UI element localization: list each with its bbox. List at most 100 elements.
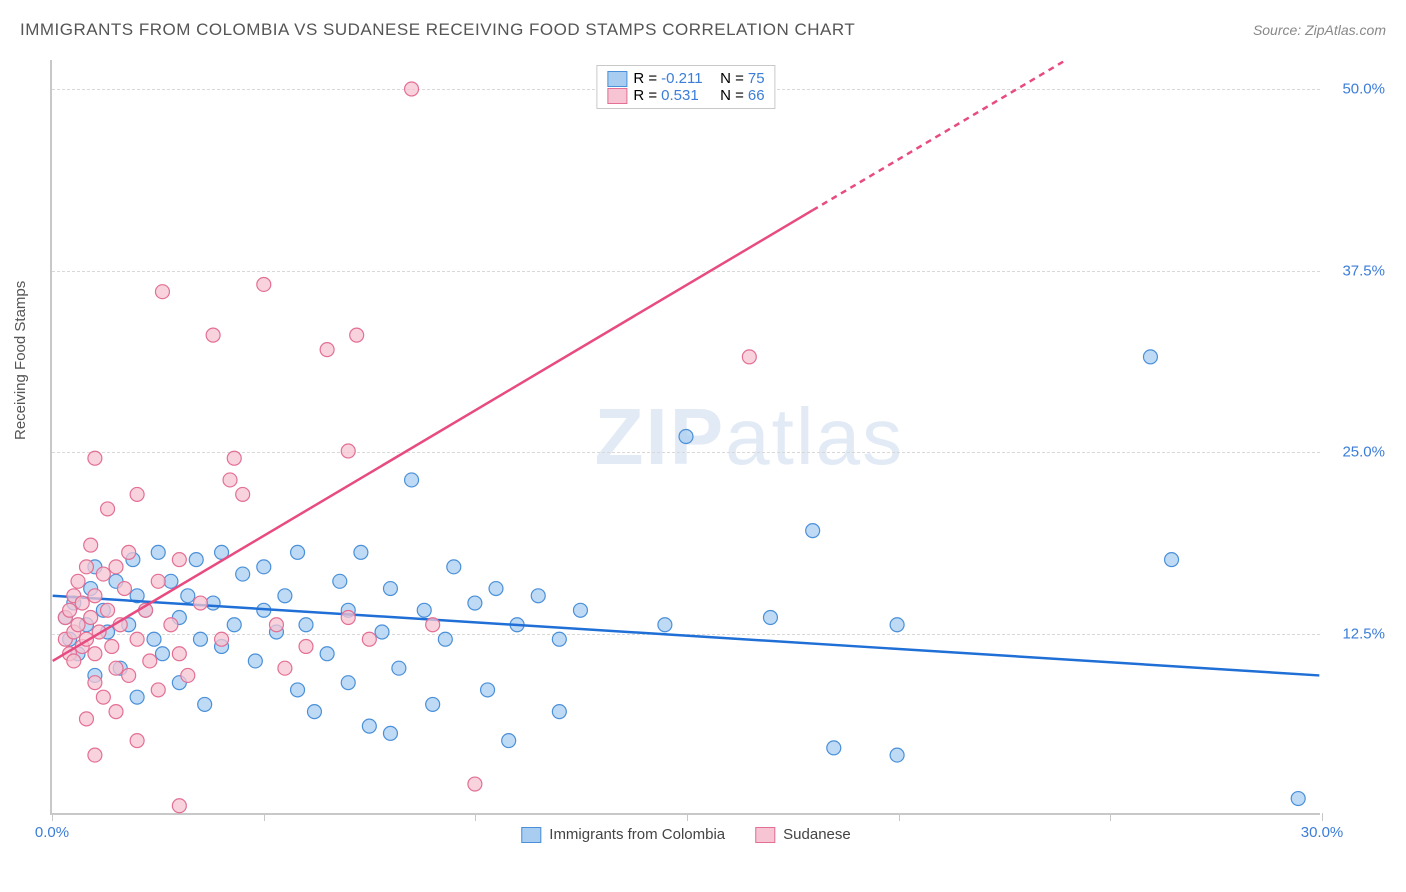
data-point-colombia [481,683,495,697]
data-point-colombia [181,589,195,603]
correlation-legend: R = -0.211 N = 75 R = 0.531 N = 66 [596,65,775,109]
data-point-sudanese [63,603,77,617]
data-point-colombia [299,618,313,632]
data-point-colombia [320,647,334,661]
data-point-sudanese [151,574,165,588]
data-point-sudanese [206,328,220,342]
y-tick-label: 37.5% [1342,262,1385,279]
data-point-colombia [291,545,305,559]
data-point-colombia [383,582,397,596]
data-point-sudanese [164,618,178,632]
data-point-colombia [763,611,777,625]
x-tick-label: 0.0% [35,824,69,841]
data-point-colombia [375,625,389,639]
data-point-colombia [890,748,904,762]
data-point-sudanese [227,451,241,465]
data-point-sudanese [88,451,102,465]
data-point-sudanese [79,712,93,726]
data-point-colombia [392,661,406,675]
n-label: N = [720,87,744,104]
data-point-colombia [438,632,452,646]
data-point-sudanese [122,545,136,559]
data-point-colombia [307,705,321,719]
x-tick [264,813,265,821]
data-point-sudanese [278,661,292,675]
data-point-colombia [658,618,672,632]
data-point-colombia [130,690,144,704]
data-point-sudanese [257,277,271,291]
data-point-sudanese [181,668,195,682]
data-point-sudanese [223,473,237,487]
data-point-colombia [147,632,161,646]
data-point-colombia [806,524,820,538]
swatch-colombia [607,71,627,87]
legend-label-colombia: Immigrants from Colombia [549,826,725,843]
r-value-colombia: -0.211 [661,70,716,87]
data-point-colombia [827,741,841,755]
data-point-sudanese [88,748,102,762]
y-tick-label: 25.0% [1342,444,1385,461]
scatter-svg [52,60,1320,813]
data-point-sudanese [130,487,144,501]
data-point-colombia [151,545,165,559]
n-label: N = [720,70,744,87]
data-point-sudanese [341,611,355,625]
data-point-sudanese [122,668,136,682]
data-point-colombia [227,618,241,632]
data-point-sudanese [88,647,102,661]
legend-row-colombia: R = -0.211 N = 75 [607,70,764,87]
swatch-colombia-bottom [521,827,541,843]
data-point-colombia [679,430,693,444]
data-point-sudanese [84,538,98,552]
data-point-colombia [1165,553,1179,567]
data-point-colombia [333,574,347,588]
data-point-colombia [206,596,220,610]
data-point-sudanese [117,582,131,596]
data-point-colombia [573,603,587,617]
data-point-sudanese [341,444,355,458]
r-label: R = [633,70,657,87]
data-point-sudanese [75,596,89,610]
data-point-sudanese [236,487,250,501]
data-point-colombia [426,697,440,711]
data-point-sudanese [71,574,85,588]
data-point-colombia [189,553,203,567]
r-label: R = [633,87,657,104]
data-point-colombia [248,654,262,668]
data-point-sudanese [143,654,157,668]
y-axis-label: Receiving Food Stamps [12,281,29,440]
data-point-colombia [405,473,419,487]
x-tick [52,813,53,821]
trendline-dashed-sudanese [813,60,1066,210]
data-point-colombia [155,647,169,661]
data-point-sudanese [405,82,419,96]
legend-row-sudanese: R = 0.531 N = 66 [607,87,764,104]
source-name: ZipAtlas.com [1305,22,1386,38]
data-point-sudanese [130,734,144,748]
data-point-sudanese [96,690,110,704]
data-point-colombia [1143,350,1157,364]
data-point-sudanese [109,560,123,574]
data-point-sudanese [151,683,165,697]
data-point-colombia [354,545,368,559]
data-point-sudanese [105,639,119,653]
series-legend: Immigrants from Colombia Sudanese [521,826,850,843]
data-point-sudanese [67,654,81,668]
data-point-sudanese [101,502,115,516]
trendline-sudanese [53,210,813,661]
data-point-sudanese [109,661,123,675]
data-point-sudanese [193,596,207,610]
data-point-colombia [447,560,461,574]
data-point-sudanese [88,589,102,603]
r-value-sudanese: 0.531 [661,87,716,104]
data-point-colombia [552,705,566,719]
n-value-sudanese: 66 [748,87,765,104]
data-point-sudanese [742,350,756,364]
data-point-sudanese [155,285,169,299]
data-point-colombia [236,567,250,581]
swatch-sudanese [607,88,627,104]
data-point-colombia [383,726,397,740]
data-point-sudanese [468,777,482,791]
data-point-sudanese [172,647,186,661]
data-point-sudanese [88,676,102,690]
